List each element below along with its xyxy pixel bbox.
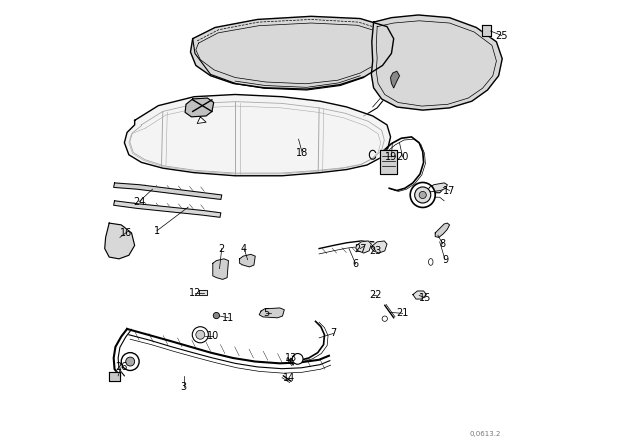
Text: 11: 11 <box>222 313 235 323</box>
Polygon shape <box>390 71 399 88</box>
Circle shape <box>213 312 220 319</box>
Text: 3: 3 <box>180 382 187 392</box>
Polygon shape <box>239 254 255 267</box>
Text: 6: 6 <box>353 259 359 269</box>
Text: 16: 16 <box>120 228 132 238</box>
Text: 20: 20 <box>396 152 409 162</box>
Text: 2: 2 <box>219 244 225 254</box>
Circle shape <box>192 327 209 343</box>
Polygon shape <box>185 98 214 117</box>
Text: 12: 12 <box>189 288 201 298</box>
Polygon shape <box>197 117 206 124</box>
Polygon shape <box>105 223 134 259</box>
Text: 1: 1 <box>154 226 160 236</box>
Text: 14: 14 <box>283 373 295 383</box>
Polygon shape <box>413 291 426 299</box>
Text: 21: 21 <box>396 308 409 319</box>
Polygon shape <box>114 183 221 199</box>
Text: 4: 4 <box>241 244 247 254</box>
Text: 0,0613.2: 0,0613.2 <box>470 431 501 437</box>
Polygon shape <box>435 223 449 237</box>
Text: 9: 9 <box>442 255 448 265</box>
Polygon shape <box>259 308 284 318</box>
Polygon shape <box>482 25 491 35</box>
Polygon shape <box>124 95 390 176</box>
Text: 17: 17 <box>444 185 456 195</box>
Circle shape <box>121 353 139 370</box>
Polygon shape <box>191 16 394 89</box>
Circle shape <box>419 191 426 198</box>
Circle shape <box>292 353 303 364</box>
Text: 15: 15 <box>419 293 431 303</box>
Text: 22: 22 <box>369 290 382 301</box>
Polygon shape <box>109 372 120 381</box>
Polygon shape <box>371 15 502 110</box>
Polygon shape <box>428 183 447 192</box>
Polygon shape <box>198 290 207 296</box>
Text: 23: 23 <box>370 246 382 256</box>
Circle shape <box>125 357 134 366</box>
Text: 13: 13 <box>285 353 297 363</box>
Circle shape <box>415 187 431 203</box>
Polygon shape <box>356 241 371 253</box>
Polygon shape <box>213 259 228 280</box>
Text: 26: 26 <box>115 362 127 372</box>
Text: 7: 7 <box>330 328 337 338</box>
Polygon shape <box>371 241 387 253</box>
Text: 18: 18 <box>296 147 308 158</box>
Text: 8: 8 <box>440 239 446 249</box>
Text: 27: 27 <box>354 244 367 254</box>
Text: 19: 19 <box>385 152 397 162</box>
Polygon shape <box>380 151 397 173</box>
Polygon shape <box>114 201 221 217</box>
Circle shape <box>410 182 435 207</box>
Text: 24: 24 <box>133 197 145 207</box>
Text: 10: 10 <box>207 331 219 340</box>
Ellipse shape <box>429 258 433 265</box>
Circle shape <box>382 316 387 321</box>
Text: 5: 5 <box>263 308 269 319</box>
Circle shape <box>196 330 205 339</box>
Text: 25: 25 <box>495 30 508 40</box>
